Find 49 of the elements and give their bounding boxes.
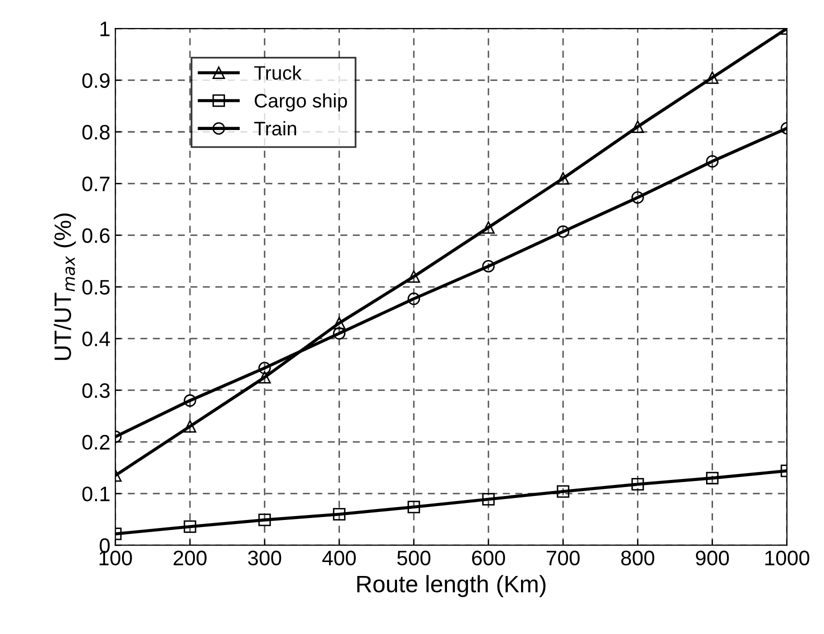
- y-tick-label: 0.7: [82, 176, 110, 192]
- x-tick-label: 300: [248, 550, 282, 566]
- x-tick-label: 800: [621, 550, 654, 566]
- legend-label: Train: [254, 121, 296, 136]
- point: [482, 493, 495, 506]
- x-tick-label: 400: [322, 550, 356, 566]
- x-tick-label: 500: [397, 550, 430, 566]
- point: [631, 478, 644, 491]
- y-tick-label: 0.8: [82, 124, 110, 140]
- point: [408, 270, 420, 283]
- point: [706, 472, 719, 484]
- point: [556, 172, 570, 185]
- y-tick-label: 1: [100, 22, 110, 36]
- x-axis-title: Route length (Km): [357, 575, 546, 598]
- point: [332, 508, 346, 520]
- x-tick-label: 900: [696, 550, 729, 566]
- point: [631, 191, 644, 204]
- point: [184, 520, 196, 533]
- y-tick-label: 0.4: [82, 332, 110, 346]
- point: [258, 371, 271, 384]
- point: [258, 514, 271, 526]
- point: [556, 485, 570, 498]
- x-tick-label: 1000: [765, 550, 810, 566]
- x-tick-label: 200: [174, 550, 207, 566]
- point: [332, 316, 346, 330]
- point: [706, 71, 719, 84]
- point: [706, 155, 719, 168]
- point: [258, 362, 271, 374]
- x-tick-label: 600: [472, 550, 506, 566]
- point: [408, 500, 420, 514]
- y-tick-label: 0.3: [82, 383, 110, 398]
- legend-label: Cargo ship: [254, 93, 347, 112]
- point: [556, 225, 570, 238]
- y-tick-label: 0.1: [82, 486, 110, 502]
- point: [408, 292, 420, 306]
- point: [631, 120, 644, 133]
- y-tick-label: 0.2: [82, 434, 110, 450]
- point: [482, 221, 495, 234]
- point: [184, 394, 196, 407]
- point: [332, 327, 346, 340]
- point: [184, 420, 196, 433]
- y-tick-label: 0.5: [82, 280, 110, 295]
- y-tick-label: 0.9: [82, 73, 110, 88]
- legend-label: Truck: [254, 65, 302, 80]
- y-tick-label: 0.6: [82, 228, 110, 243]
- x-tick-label: 700: [546, 550, 580, 566]
- point: [482, 260, 495, 272]
- y-axis-title: UT/UT$_{max}$ (%): [54, 214, 76, 360]
- x-tick-label: 100: [100, 550, 132, 566]
